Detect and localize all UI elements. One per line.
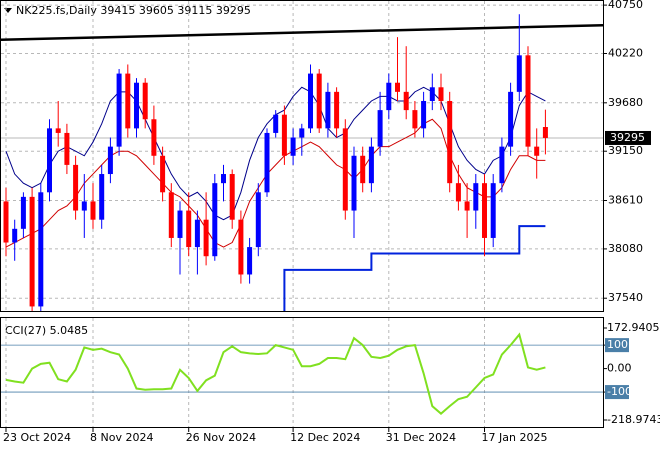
candle-body — [160, 155, 166, 193]
candle-body — [516, 55, 522, 92]
candle-body — [334, 91, 340, 129]
y-tick-label: 37540 — [608, 291, 643, 304]
candle-body — [81, 201, 87, 211]
cci-label: CCI(27) 5.0485 — [5, 324, 88, 337]
candle-body — [12, 228, 18, 243]
indicator-line — [283, 225, 546, 311]
candle-body — [542, 127, 548, 138]
candle-body — [55, 128, 61, 133]
candle-body — [525, 55, 531, 147]
y-tick-label: 40750 — [608, 0, 643, 11]
cci-panel-frame — [0, 317, 604, 428]
candle-body — [29, 196, 35, 307]
candle-body — [299, 128, 305, 138]
candle-body — [247, 247, 253, 275]
candle-body — [490, 183, 496, 238]
candle-body — [429, 87, 435, 101]
y-tick-label: 39150 — [608, 144, 643, 157]
candle-body — [473, 183, 479, 211]
candle-body — [90, 201, 96, 220]
candle-body — [464, 201, 470, 211]
candle-body — [125, 73, 131, 129]
candle-body — [281, 114, 287, 156]
candle-body — [3, 201, 9, 243]
x-tick-label: 17 Jan 2025 — [482, 431, 548, 444]
candle-body — [412, 110, 418, 129]
candle-body — [395, 82, 400, 92]
candle-body — [273, 114, 279, 133]
candle-body — [107, 146, 113, 175]
candle-body — [351, 155, 357, 211]
candle-body — [290, 137, 296, 156]
candle-body — [212, 183, 218, 257]
candle-body — [482, 183, 487, 238]
candle-body — [534, 146, 540, 156]
candle-body — [264, 132, 270, 193]
candle-body — [325, 91, 331, 129]
candle-body — [116, 73, 122, 147]
candle-body — [47, 128, 52, 193]
header: NK225.fs,Daily 39415 39605 39115 39295 — [16, 4, 251, 17]
x-tick-label: 26 Nov 2024 — [186, 431, 256, 444]
x-tick-label: 12 Dec 2024 — [290, 431, 360, 444]
candle-body — [168, 192, 174, 238]
candle-body — [386, 82, 392, 111]
last-price-label: 39295 — [610, 131, 645, 144]
candle-body — [360, 155, 366, 184]
x-tick-label: 23 Oct 2024 — [3, 431, 71, 444]
candle-body — [438, 87, 444, 101]
x-tick-label: 31 Dec 2024 — [386, 431, 456, 444]
candle-body — [238, 219, 244, 275]
candle-body — [368, 146, 374, 184]
candle-body — [308, 73, 313, 129]
candle-body — [255, 192, 261, 248]
last-price-box — [605, 130, 651, 145]
candle-body — [194, 219, 200, 248]
cci-level-box — [605, 338, 629, 353]
candle-body — [499, 146, 505, 184]
y-tick-label: 38080 — [608, 242, 643, 255]
candle-body — [134, 82, 139, 129]
y-tick-label: 39680 — [608, 96, 643, 109]
candle-body — [73, 164, 79, 211]
trendline — [1, 23, 603, 42]
candle-body — [99, 174, 105, 220]
candle-body — [20, 196, 26, 229]
cci-y-tick-label: -100 — [607, 385, 632, 398]
candle-body — [177, 210, 183, 238]
candle-body — [508, 91, 514, 147]
candle-body — [186, 210, 192, 248]
candle-body — [421, 100, 427, 129]
candle-body — [377, 110, 383, 147]
cci-y-tick-label: 0.00 — [607, 362, 632, 375]
candle-body — [221, 174, 226, 184]
price-plot — [1, 1, 603, 311]
candle-body — [403, 91, 409, 111]
candle-body — [316, 73, 322, 129]
cci-y-tick-label: 172.9405 — [607, 321, 660, 334]
price-panel-frame — [0, 0, 604, 312]
candle-body — [455, 183, 461, 202]
y-tick-label: 40220 — [608, 47, 643, 60]
cci-y-tick-label: -218.9743 — [607, 413, 660, 426]
candle-body — [203, 219, 209, 257]
candle-body — [38, 192, 44, 307]
candle-body — [64, 132, 70, 165]
candle-body — [447, 100, 453, 184]
x-tick-label: 8 Nov 2024 — [90, 431, 153, 444]
y-tick-label: 38610 — [608, 194, 643, 207]
indicator-line — [5, 118, 546, 248]
cci-level-box — [605, 385, 629, 400]
candle-body — [151, 119, 157, 156]
candle-body — [229, 174, 235, 220]
cci-y-tick-label: 100 — [607, 338, 628, 351]
candle-body — [342, 128, 348, 211]
cci-line — [5, 332, 546, 415]
candle-body — [142, 82, 148, 120]
